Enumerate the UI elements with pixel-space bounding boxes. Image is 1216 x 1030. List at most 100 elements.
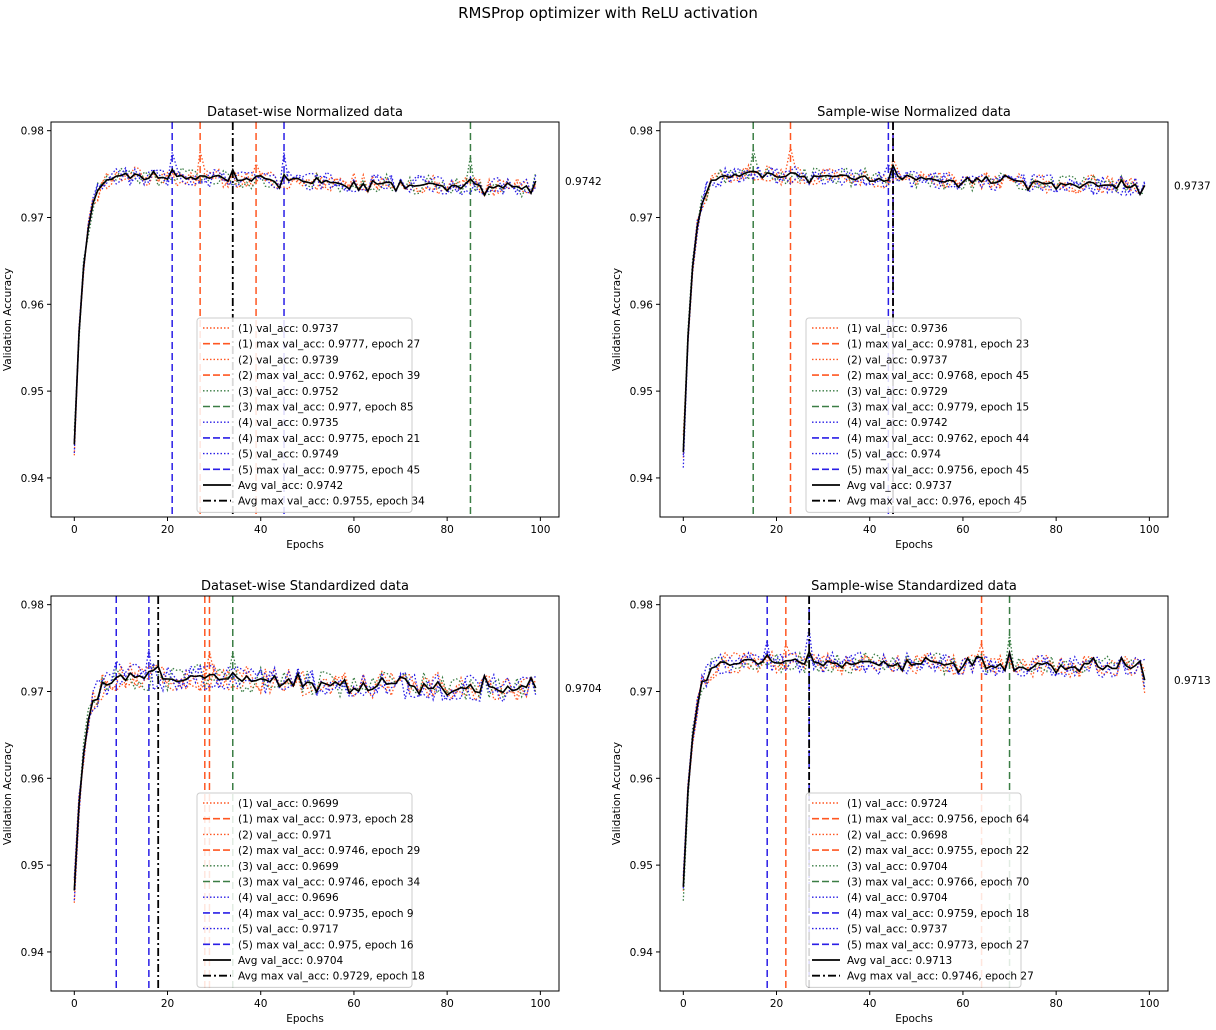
legend-entry: Avg val_acc: 0.9713 <box>847 955 952 967</box>
x-tick-label: 20 <box>770 998 783 1010</box>
legend-entry: (2) max val_acc: 0.9746, epoch 29 <box>238 845 420 857</box>
legend-entry: (2) max val_acc: 0.9755, epoch 22 <box>847 845 1029 857</box>
x-tick-label: 60 <box>956 524 969 536</box>
x-tick-label: 40 <box>863 524 876 536</box>
avg-line <box>682 163 1146 453</box>
legend-entry: (1) max val_acc: 0.9777, epoch 27 <box>238 339 420 351</box>
x-tick-label: 100 <box>1139 998 1159 1010</box>
y-tick-label: 0.97 <box>630 686 653 698</box>
legend-entry: (3) max val_acc: 0.9746, epoch 34 <box>238 877 421 889</box>
y-tick-label: 0.96 <box>630 773 654 785</box>
legend-entry: Avg max val_acc: 0.9729, epoch 18 <box>238 971 425 983</box>
x-tick-label: 20 <box>161 524 174 536</box>
legend-box <box>805 792 1022 988</box>
y-tick-label: 0.94 <box>21 947 45 959</box>
final-avg-annotation: 0.9742 <box>565 176 602 188</box>
legend-entry: (3) max val_acc: 0.977, epoch 85 <box>238 402 414 414</box>
x-tick-label: 40 <box>863 998 876 1010</box>
axes-frame <box>50 121 560 518</box>
legend-entry: (3) max val_acc: 0.9779, epoch 15 <box>847 402 1029 414</box>
x-tick-label: 0 <box>680 524 687 536</box>
subplot-title: Dataset-wise Standardized data <box>201 579 409 594</box>
y-tick-label: 0.94 <box>21 473 45 485</box>
legend-entry: (3) val_acc: 0.9752 <box>238 386 339 398</box>
series-group <box>682 122 1146 517</box>
avg-line <box>73 664 537 891</box>
legend-entry: (5) val_acc: 0.9717 <box>238 924 339 936</box>
legend-entry: (3) val_acc: 0.9729 <box>847 386 948 398</box>
x-tick-label: 80 <box>1049 998 1062 1010</box>
y-tick-label: 0.98 <box>21 126 44 138</box>
legend-entry: (4) max val_acc: 0.9775, epoch 21 <box>238 433 420 445</box>
legend-entry: Avg max val_acc: 0.976, epoch 45 <box>847 496 1027 508</box>
run-3-line <box>682 634 1146 901</box>
x-tick-label: 20 <box>161 998 174 1010</box>
run-4-line <box>682 640 1146 889</box>
legend-entry: (1) max val_acc: 0.9781, epoch 23 <box>847 339 1029 351</box>
legend: (1) val_acc: 0.9737 (1) max val_acc: 0.97… <box>196 317 425 513</box>
y-tick-label: 0.94 <box>630 473 654 485</box>
axes-frame <box>659 121 1169 518</box>
x-tick-label: 100 <box>530 524 550 536</box>
x-tick-label: 0 <box>71 998 78 1010</box>
legend: (1) val_acc: 0.9699 (1) max val_acc: 0.97… <box>196 792 425 988</box>
legend-box <box>196 317 413 513</box>
legend-entry: (5) max val_acc: 0.975, epoch 16 <box>238 939 414 951</box>
legend-entry: (1) max val_acc: 0.973, epoch 28 <box>238 814 414 826</box>
legend: (1) val_acc: 0.9736 (1) max val_acc: 0.97… <box>805 317 1030 513</box>
x-axis-label: Epochs <box>895 539 933 551</box>
subplot-4: Sample-wise Standardized data 0 20 40 60 80 10… <box>611 579 1211 1025</box>
legend-entry: (4) val_acc: 0.9742 <box>847 417 948 429</box>
final-avg-annotation: 0.9737 <box>1174 180 1211 192</box>
legend-box <box>196 792 413 988</box>
legend-entry: (1) max val_acc: 0.9756, epoch 64 <box>847 814 1030 826</box>
x-axis-label: Epochs <box>286 539 324 551</box>
y-tick-label: 0.98 <box>630 126 653 138</box>
legend-entry: (5) max val_acc: 0.9775, epoch 45 <box>238 464 420 476</box>
x-tick-label: 60 <box>347 524 360 536</box>
axes-frame <box>659 595 1169 992</box>
legend-entry: (1) val_acc: 0.9699 <box>238 798 339 810</box>
legend-entry: (2) max val_acc: 0.9762, epoch 39 <box>238 370 420 382</box>
y-axis-label: Validation Accuracy <box>2 268 14 371</box>
y-tick-label: 0.96 <box>21 773 45 785</box>
y-tick-label: 0.95 <box>630 860 653 872</box>
legend-entry: (5) val_acc: 0.974 <box>847 449 941 461</box>
y-tick-label: 0.95 <box>630 386 653 398</box>
subplot-1: Dataset-wise Normalized data 0 20 40 60 80 100… <box>2 105 602 551</box>
x-tick-label: 80 <box>1049 524 1062 536</box>
legend-entry: Avg val_acc: 0.9742 <box>238 480 343 492</box>
run-5-line <box>682 164 1146 456</box>
legend-box <box>805 317 1022 513</box>
legend-entry: Avg val_acc: 0.9704 <box>238 955 344 967</box>
legend-entry: Avg max val_acc: 0.9755, epoch 34 <box>238 496 425 508</box>
subplot-3: Dataset-wise Standardized data 0 20 40 60 80 1… <box>2 579 602 1025</box>
x-axis-label: Epochs <box>895 1013 933 1025</box>
legend-entry: (4) val_acc: 0.9704 <box>847 892 948 904</box>
legend-entry: Avg max val_acc: 0.9746, epoch 27 <box>847 971 1034 983</box>
y-tick-label: 0.98 <box>21 600 44 612</box>
legend-entry: (4) val_acc: 0.9696 <box>238 892 339 904</box>
x-tick-label: 80 <box>440 524 453 536</box>
legend-entry: (4) max val_acc: 0.9762, epoch 44 <box>847 433 1030 445</box>
legend-entry: (4) val_acc: 0.9735 <box>238 417 339 429</box>
run-5-line <box>73 152 537 441</box>
legend-entry: (5) max val_acc: 0.9773, epoch 27 <box>847 939 1029 951</box>
legend-entry: (2) val_acc: 0.971 <box>238 829 332 841</box>
y-tick-label: 0.97 <box>630 212 653 224</box>
final-avg-annotation: 0.9704 <box>565 683 602 695</box>
legend-entry: (3) val_acc: 0.9704 <box>847 861 948 873</box>
x-tick-label: 60 <box>956 998 969 1010</box>
subplot-title: Sample-wise Standardized data <box>811 579 1017 594</box>
final-avg-annotation: 0.9713 <box>1174 675 1211 687</box>
series-group <box>73 596 537 991</box>
x-axis-label: Epochs <box>286 1013 324 1025</box>
legend-entry: Avg val_acc: 0.9737 <box>847 480 952 492</box>
legend-entry: (1) val_acc: 0.9737 <box>238 323 339 335</box>
figure-title: RMSProp optimizer with ReLU activation <box>458 4 758 22</box>
legend-entry: (2) val_acc: 0.9739 <box>238 354 339 366</box>
legend-entry: (5) max val_acc: 0.9756, epoch 45 <box>847 464 1029 476</box>
y-tick-label: 0.97 <box>21 686 44 698</box>
legend-entry: (3) val_acc: 0.9699 <box>238 861 339 873</box>
